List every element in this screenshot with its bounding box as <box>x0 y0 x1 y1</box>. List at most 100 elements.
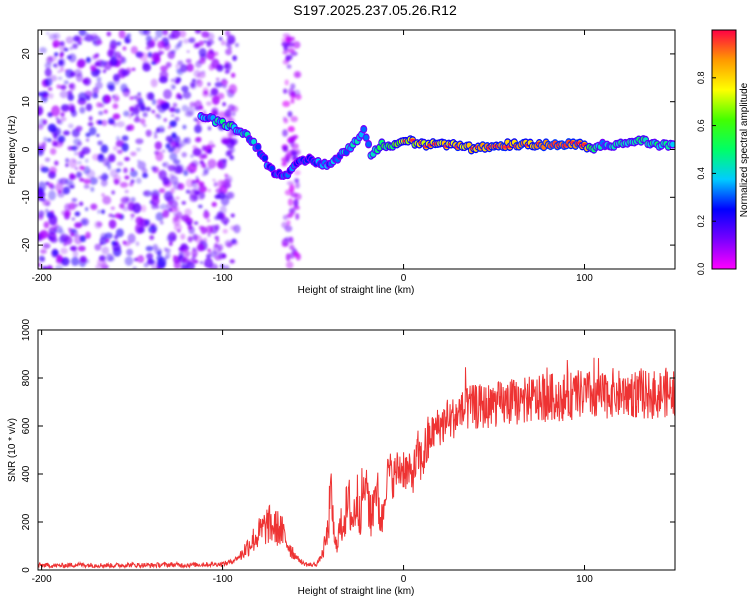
noise-blob <box>124 175 130 180</box>
noise-blob <box>207 248 211 252</box>
noise-blob <box>231 238 237 245</box>
noise-blob <box>165 135 173 143</box>
noise-blob <box>185 189 191 194</box>
noise-blob <box>290 192 298 198</box>
noise-blob <box>138 30 148 36</box>
noise-blob <box>135 216 143 225</box>
noise-blob <box>101 60 108 66</box>
noise-blob <box>287 110 293 118</box>
noise-blob <box>38 124 44 130</box>
noise-blob <box>207 233 211 237</box>
noise-blob <box>225 30 231 37</box>
noise-blob <box>79 106 86 114</box>
noise-blob <box>85 103 93 112</box>
noise-blob <box>121 142 129 152</box>
colorbar-label: Normalized spectral amplitude <box>739 82 750 217</box>
noise-blob <box>294 178 300 183</box>
noise-blob <box>285 253 291 262</box>
noise-blob <box>180 233 186 240</box>
noise-blob <box>76 60 85 69</box>
noise-blob <box>191 249 198 258</box>
snr-series-line <box>38 357 675 570</box>
noise-blob <box>203 166 210 174</box>
snr-x-tick-label: -100 <box>213 574 233 585</box>
noise-blob <box>195 61 202 68</box>
noise-blob <box>72 250 79 258</box>
spectrogram-noise-layer <box>38 30 303 269</box>
noise-blob <box>224 175 233 184</box>
noise-blob <box>129 96 134 100</box>
noise-blob <box>47 87 53 91</box>
noise-blob <box>77 245 86 252</box>
noise-blob <box>82 220 87 224</box>
noise-blob <box>220 180 227 187</box>
colorbar-frame <box>711 29 737 270</box>
noise-blob <box>286 213 293 219</box>
noise-blob <box>65 163 69 168</box>
noise-blob <box>287 125 295 133</box>
noise-blob <box>116 41 122 46</box>
noise-blob <box>54 52 59 57</box>
noise-blob <box>38 142 42 147</box>
noise-blob <box>182 124 187 130</box>
noise-blob <box>163 118 168 122</box>
noise-blob <box>75 125 83 132</box>
noise-blob <box>167 200 173 205</box>
noise-blob <box>38 210 45 218</box>
noise-blob <box>188 169 194 174</box>
noise-blob <box>215 188 222 194</box>
ridge-cell <box>363 134 369 141</box>
noise-blob <box>235 42 239 48</box>
noise-blob <box>117 149 123 155</box>
noise-blob <box>85 32 89 36</box>
snr-x-tick-label: -200 <box>32 574 52 585</box>
noise-blob <box>210 87 219 96</box>
noise-blob <box>124 189 129 194</box>
spectrogram-y-tick-label: 10 <box>21 96 32 108</box>
noise-blob <box>130 196 136 203</box>
noise-blob <box>211 144 216 148</box>
noise-blob <box>46 56 54 65</box>
noise-blob <box>103 109 108 114</box>
noise-blob <box>38 262 42 267</box>
noise-blob <box>43 136 48 143</box>
noise-blob <box>135 177 142 184</box>
noise-blob <box>74 222 83 229</box>
noise-blob <box>225 48 232 56</box>
noise-blob <box>171 132 177 139</box>
noise-blob <box>282 50 289 55</box>
noise-blob <box>287 198 294 207</box>
noise-blob <box>200 226 207 235</box>
noise-blob <box>92 87 99 95</box>
noise-blob <box>220 40 226 46</box>
noise-blob <box>60 112 65 117</box>
noise-blob <box>294 169 301 176</box>
noise-blob <box>203 209 208 213</box>
noise-blob <box>197 72 206 79</box>
noise-blob <box>43 221 50 229</box>
noise-blob <box>222 102 226 107</box>
noise-blob <box>229 156 235 161</box>
noise-blob <box>101 246 110 255</box>
noise-blob <box>48 93 54 99</box>
noise-blob <box>176 42 182 48</box>
noise-blob <box>78 30 87 37</box>
noise-blob <box>188 226 195 235</box>
noise-blob <box>73 69 83 77</box>
ridge-cell <box>251 139 257 145</box>
noise-blob <box>38 255 45 262</box>
snr-chart: -200 -100 0 100 0 200 400 600 800 1000 Height of… <box>7 318 676 597</box>
noise-blob <box>41 198 46 202</box>
noise-blob <box>115 228 124 238</box>
noise-blob <box>102 195 112 205</box>
noise-blob <box>132 266 137 269</box>
noise-blob <box>162 161 169 168</box>
noise-blob <box>97 140 103 146</box>
spectrogram-y-tick-label: -20 <box>21 237 32 252</box>
noise-blob <box>94 220 102 229</box>
noise-blob <box>123 241 131 247</box>
noise-blob <box>59 66 64 73</box>
noise-blob <box>145 129 152 137</box>
noise-blob <box>130 179 135 184</box>
colorbar-axis: 0.0 0.2 0.4 0.6 0.8 <box>696 29 737 275</box>
